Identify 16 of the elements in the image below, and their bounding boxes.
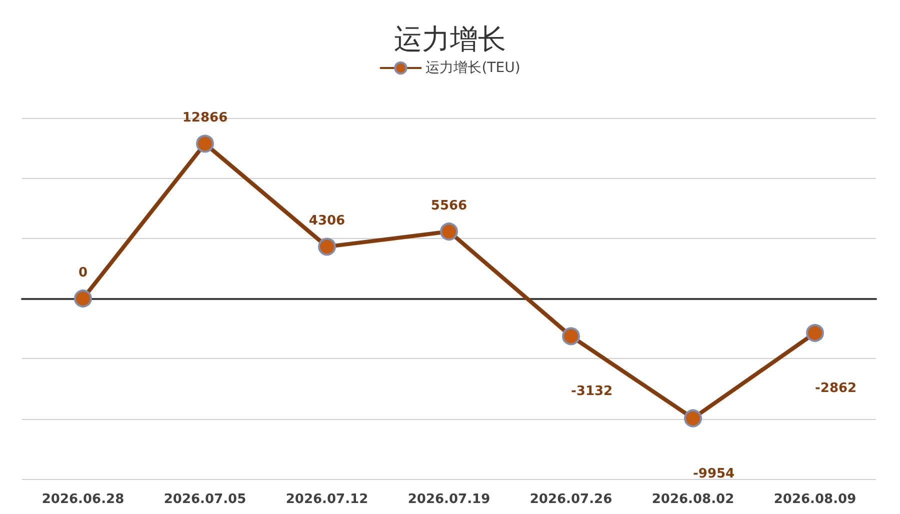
data-label: 0 bbox=[78, 266, 88, 280]
x-tick-label: 2026.06.28 bbox=[42, 492, 124, 507]
data-label: -2862 bbox=[815, 380, 857, 396]
data-label: 5566 bbox=[430, 198, 468, 214]
legend-label: 运力增长(TEU) bbox=[426, 60, 520, 76]
data-label: 12866 bbox=[182, 110, 228, 126]
x-tick-label: 2026.08.09 bbox=[774, 492, 856, 507]
x-tick-label: 2026.07.19 bbox=[408, 492, 490, 507]
data-label: -9954 bbox=[693, 466, 735, 482]
data-label: 4306 bbox=[308, 214, 346, 229]
x-tick-label: 2026.07.26 bbox=[530, 492, 612, 507]
x-tick-label: 2026.08.02 bbox=[652, 492, 734, 507]
x-tick-label: 2026.07.12 bbox=[286, 492, 368, 507]
data-label: -3132 bbox=[571, 384, 613, 400]
chart-title: 运力增长 bbox=[394, 22, 506, 56]
x-tick-label: 2026.07.05 bbox=[164, 492, 246, 507]
